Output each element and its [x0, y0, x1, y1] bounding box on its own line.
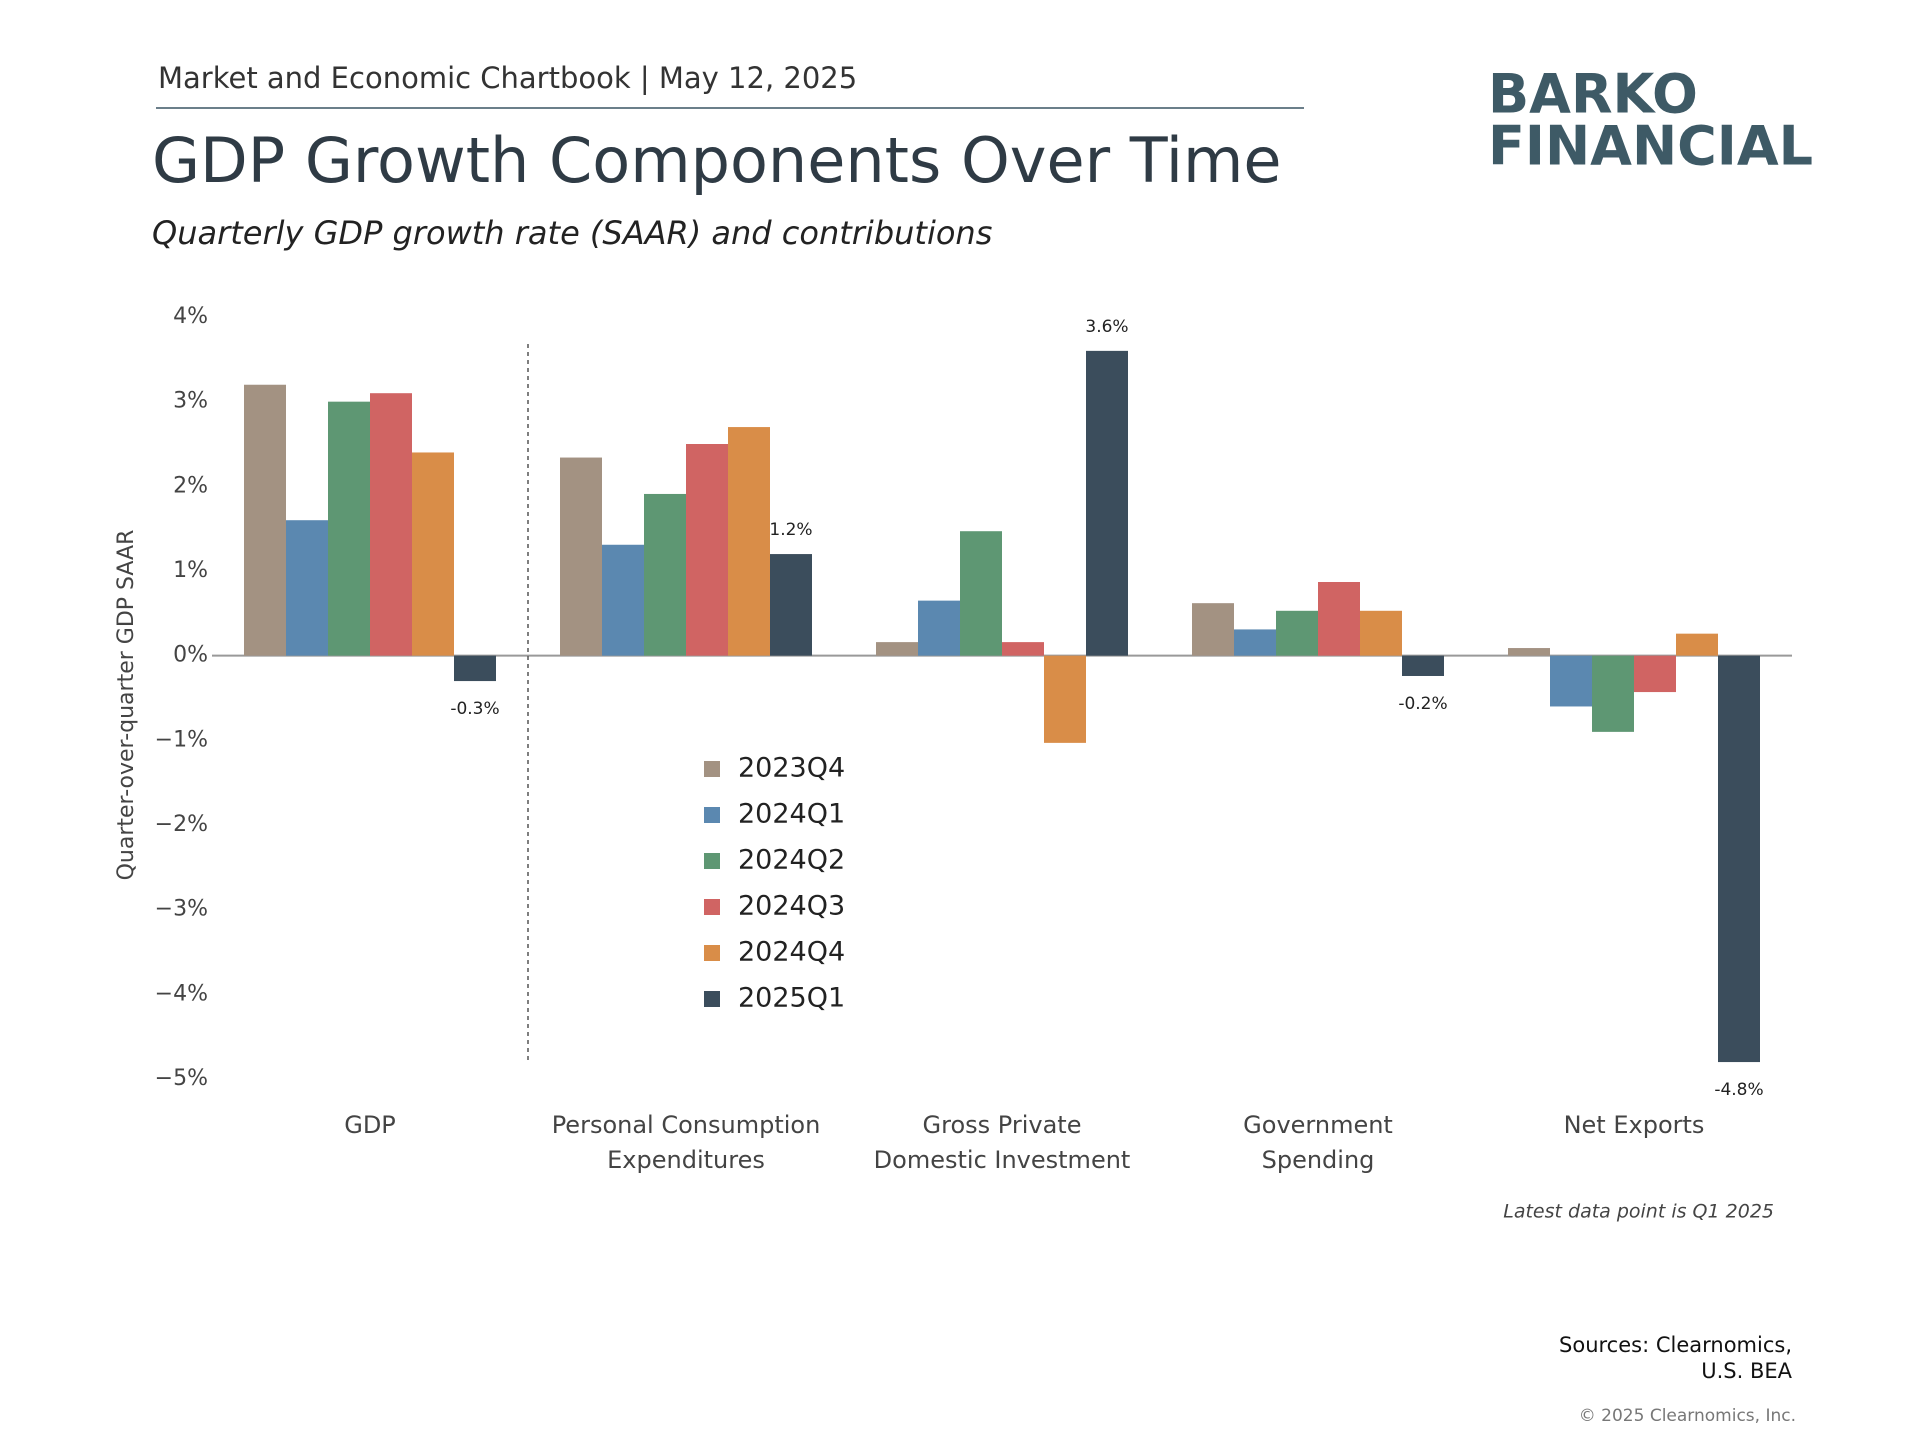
- y-tick-label: −4%: [155, 981, 208, 1006]
- bar: [960, 531, 1002, 656]
- bar: [1508, 648, 1550, 656]
- logo: FINANCIAL: [1488, 115, 1813, 178]
- legend-label: 2023Q4: [738, 753, 845, 784]
- bar: [1002, 642, 1044, 656]
- y-tick-label: −2%: [155, 812, 208, 837]
- bar: [454, 655, 496, 682]
- bar: [1086, 350, 1128, 656]
- bar: [644, 493, 686, 656]
- legend-swatch: [704, 761, 720, 777]
- x-tick-label: GDP: [344, 1111, 396, 1139]
- bar: [1044, 655, 1086, 743]
- x-tick-label: Net Exports: [1563, 1111, 1705, 1139]
- y-tick-label: 0%: [173, 643, 208, 668]
- bar: [328, 401, 370, 656]
- note: Latest data point is Q1 2025: [1503, 1201, 1774, 1223]
- legend-swatch: [704, 991, 720, 1007]
- bar: [1360, 610, 1402, 656]
- y-tick-label: 2%: [173, 473, 208, 498]
- chart-subtitle: Quarterly GDP growth rate (SAAR) and con…: [152, 214, 992, 252]
- bar: [1192, 603, 1234, 656]
- bar: [560, 457, 602, 656]
- y-tick-label: −3%: [155, 897, 208, 922]
- value-label: -0.2%: [1398, 694, 1447, 714]
- bar: [770, 554, 812, 656]
- y-tick-label: −5%: [155, 1066, 208, 1091]
- x-tick-label: Personal Consumption Expenditures: [551, 1111, 821, 1174]
- value-label: -0.3%: [450, 699, 499, 719]
- chart-title: GDP Growth Components Over Time: [152, 124, 1282, 197]
- legend-swatch: [704, 945, 720, 961]
- bar: [686, 444, 728, 656]
- bar: [1718, 655, 1760, 1063]
- x-tick-label: Gross Private Domestic Investment: [873, 1111, 1131, 1174]
- header: Market and Economic Chartbook | May 12, …: [158, 61, 857, 95]
- bar: [1318, 582, 1360, 656]
- bar: [1550, 655, 1592, 707]
- bar: [1276, 610, 1318, 656]
- bar: [1634, 655, 1676, 693]
- bar: [1676, 633, 1718, 656]
- y-tick-label: 1%: [173, 558, 208, 583]
- value-label: 1.2%: [769, 520, 812, 540]
- copyright: © 2025 Clearnomics, Inc.: [1579, 1406, 1796, 1426]
- legend-label: 2024Q4: [738, 937, 845, 968]
- bar: [244, 384, 286, 656]
- bar: [1402, 655, 1444, 676]
- bar: [918, 600, 960, 656]
- y-tick-label: 3%: [173, 389, 208, 414]
- bar: [728, 427, 770, 656]
- bar: [602, 544, 644, 656]
- bar: [876, 642, 918, 656]
- y-tick-label: 4%: [173, 304, 208, 329]
- x-tick-label: Government Spending: [1243, 1111, 1393, 1174]
- legend-label: 2024Q2: [738, 845, 845, 876]
- bar: [412, 452, 454, 656]
- sources: Sources: Clearnomics, U.S. BEA: [1559, 1333, 1792, 1383]
- legend-swatch: [704, 807, 720, 823]
- y-tick-label: −1%: [155, 727, 208, 752]
- legend-swatch: [704, 853, 720, 869]
- value-label: -4.8%: [1714, 1080, 1763, 1100]
- legend-swatch: [704, 899, 720, 915]
- bar: [1592, 655, 1634, 732]
- legend-label: 2024Q1: [738, 799, 845, 830]
- y-axis-label: Quarter-over-quarter GDP SAAR: [114, 530, 139, 881]
- logo: BARKO: [1488, 63, 1698, 126]
- legend-label: 2025Q1: [738, 983, 845, 1014]
- bar: [370, 393, 412, 656]
- legend-label: 2024Q3: [738, 891, 845, 922]
- bar: [1234, 629, 1276, 656]
- bar: [286, 520, 328, 656]
- value-label: 3.6%: [1085, 317, 1128, 337]
